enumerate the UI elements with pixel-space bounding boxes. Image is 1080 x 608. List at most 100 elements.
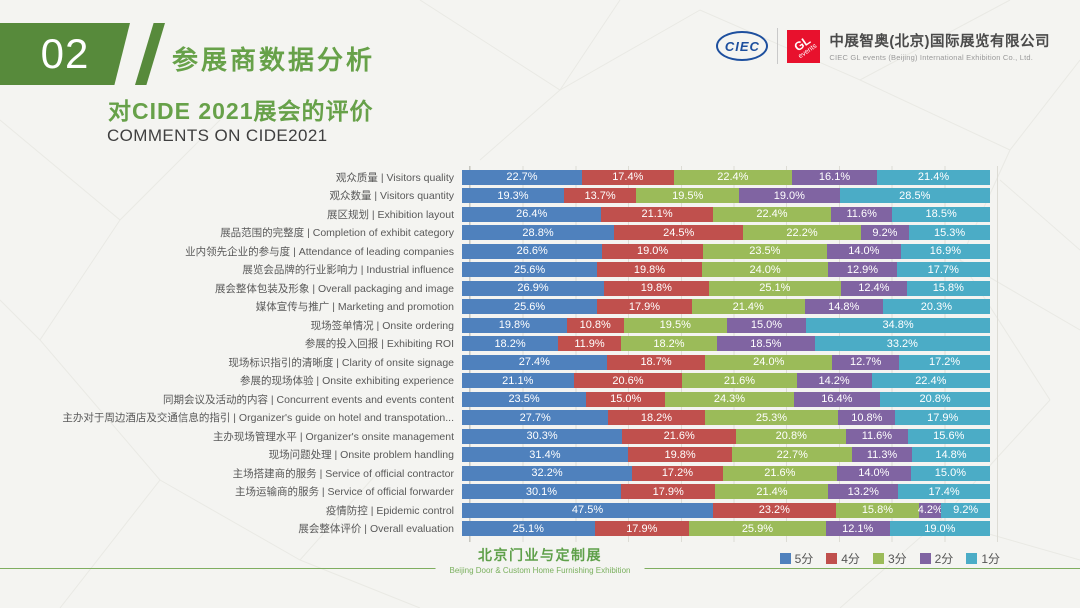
bar-value-label: 34.8% — [882, 319, 914, 332]
bar-value-label: 16.9% — [929, 245, 961, 258]
bar-segment-1分: 15.0% — [910, 465, 990, 481]
bar-segment-2分: 12.9% — [828, 262, 897, 278]
bar-value-label: 32.2% — [531, 467, 563, 480]
bar-segment-5分: 30.1% — [462, 484, 621, 500]
category-label: 展览会品牌的行业影响力 | Industrial influence — [242, 264, 454, 277]
bar-segment-4分: 19.8% — [604, 280, 709, 296]
bar-value-label: 14.0% — [848, 245, 880, 258]
bar-segment-4分: 17.9% — [620, 484, 716, 500]
category-label: 主办现场管理水平 | Organizer's onsite management — [212, 430, 454, 443]
bar-value-label: 18.2% — [653, 337, 685, 350]
bar-value-label: 19.0% — [773, 189, 805, 202]
stacked-bar: 19.3% 13.7% 19.5% 19.0% 28.5% — [462, 188, 990, 204]
bar-segment-3分: 25.3% — [704, 410, 839, 426]
bar-value-label: 19.3% — [497, 189, 529, 202]
bar-value-label: 12.7% — [850, 356, 882, 369]
chart-row: 主场搭建商的服务 | Service of official contracto… — [0, 464, 998, 483]
stacked-bar: 31.4% 19.8% 22.7% 11.3% 14.8% — [462, 447, 990, 463]
bar-value-label: 21.4% — [756, 485, 788, 498]
bar-segment-4分: 13.7% — [563, 188, 637, 204]
chart-row: 同期会议及活动的内容 | Concurrent events and event… — [0, 390, 998, 409]
stacked-bar: 23.5% 15.0% 24.3% 16.4% 20.8% — [462, 391, 990, 407]
bar-value-label: 16.4% — [821, 393, 853, 406]
bar-segment-3分: 21.4% — [715, 484, 829, 500]
legend-label: 1分 — [981, 552, 1000, 566]
bar-segment-4分: 18.7% — [606, 354, 706, 370]
bar-segment-1分: 16.9% — [900, 243, 990, 259]
bar-value-label: 11.6% — [861, 430, 893, 443]
bar-value-label: 12.4% — [858, 282, 890, 295]
bar-value-label: 17.2% — [661, 467, 694, 480]
bar-value-label: 18.2% — [494, 337, 526, 350]
bar-value-label: 27.4% — [518, 356, 550, 369]
stacked-bar: 26.6% 19.0% 23.5% 14.0% 16.9% — [462, 243, 990, 259]
bar-value-label: 9.2% — [872, 226, 898, 239]
company-name-zh: 中展智奥(北京)国际展览有限公司 — [829, 34, 1050, 50]
bar-segment-1分: 15.8% — [906, 280, 990, 296]
chart-legend: 5分 4分 3分 2分 1分 — [779, 550, 1000, 567]
bar-segment-5分: 27.7% — [462, 410, 609, 426]
bar-value-label: 21.4% — [732, 300, 764, 313]
bar-value-label: 17.4% — [612, 171, 644, 184]
bar-value-label: 15.8% — [861, 504, 894, 517]
bar-value-label: 17.2% — [928, 356, 961, 369]
bar-segment-3分: 22.7% — [732, 447, 853, 463]
bar-value-label: 14.2% — [818, 374, 850, 387]
bar-segment-1分: 17.9% — [895, 410, 990, 426]
legend-swatch-icon — [872, 553, 884, 564]
category-label: 展品范围的完整度 | Completion of exhibit categor… — [220, 227, 454, 240]
bar-segment-2分: 11.3% — [852, 447, 912, 463]
bar-segment-1分: 17.7% — [896, 262, 990, 278]
bar-segment-3分: 24.3% — [665, 391, 794, 407]
bar-value-label: 21.1% — [502, 374, 534, 387]
chart-row: 主场运输商的服务 | Service of official forwarder… — [0, 483, 998, 502]
bar-value-label: 28.5% — [899, 189, 931, 202]
bar-segment-1分: 15.3% — [909, 225, 990, 241]
bar-segment-4分: 17.9% — [594, 521, 690, 537]
category-label: 现场问题处理 | Onsite problem handling — [268, 449, 454, 462]
gl-events-logo-text: GL events — [790, 32, 818, 60]
stacked-bar: 25.1% 17.9% 25.9% 12.1% 19.0% — [462, 521, 990, 537]
bar-value-label: 11.9% — [574, 337, 605, 350]
legend-item: 2分 — [919, 550, 953, 567]
stacked-bar: 26.4% 21.1% 22.4% 11.6% 18.5% — [462, 206, 990, 222]
stacked-bar: 47.5% 23.2% 15.8% 4.2% 9.2% — [462, 502, 990, 518]
bar-segment-5分: 23.5% — [462, 391, 587, 407]
bar-value-label: 10.8% — [579, 319, 611, 332]
legend-swatch-icon — [919, 553, 931, 564]
bar-value-label: 26.6% — [516, 245, 548, 258]
bar-segment-1分: 9.2% — [941, 502, 990, 518]
category-label: 参展的现场体验 | Onsite exhibiting experience — [240, 375, 454, 388]
bar-value-label: 26.4% — [516, 208, 548, 221]
stacked-bar-chart: 观众质量 | Visitors quality 22.7% 17.4% 22.4% 16… — [0, 168, 998, 538]
legend-label: 3分 — [887, 552, 907, 566]
bar-segment-1分: 20.3% — [882, 299, 990, 315]
bar-segment-3分: 24.0% — [701, 262, 829, 278]
bar-value-label: 13.7% — [584, 189, 616, 202]
chart-title-zh: 对CIDE 2021展会的评价 — [108, 98, 374, 124]
legend-item: 1分 — [966, 550, 1000, 567]
bar-value-label: 24.0% — [749, 263, 781, 276]
category-label: 现场标识指引的清晰度 | Clarity of onsite signage — [228, 356, 454, 369]
bar-segment-1分: 28.5% — [839, 188, 990, 204]
stacked-bar: 22.7% 17.4% 22.4% 16.1% 21.4% — [462, 169, 990, 185]
footer-title-en: Beijing Door & Custom Home Furnishing Ex… — [449, 566, 631, 575]
bar-segment-2分: 14.0% — [826, 243, 901, 259]
legend-item: 5分 — [779, 550, 813, 567]
bar-value-label: 22.2% — [786, 226, 818, 239]
bar-value-label: 26.9% — [517, 282, 549, 295]
bar-value-label: 14.8% — [828, 300, 860, 313]
bar-segment-3分: 22.4% — [673, 169, 792, 185]
company-name-block: 中展智奥(北京)国际展览有限公司 CIEC GL events (Beijing… — [829, 30, 1050, 62]
legend-item: 4分 — [826, 550, 860, 567]
section-number: 02 — [40, 30, 90, 77]
bar-segment-5分: 25.6% — [462, 262, 598, 278]
bar-segment-1分: 34.8% — [806, 317, 990, 333]
section-title: 参展商数据分析 — [172, 45, 376, 75]
bar-segment-5分: 26.6% — [462, 243, 603, 259]
bar-value-label: 22.4% — [915, 374, 947, 387]
footer: 北京门业与定制展 Beijing Door & Custom Home Furn… — [435, 545, 645, 575]
logo-divider — [777, 28, 779, 64]
bar-value-label: 18.5% — [750, 337, 782, 350]
